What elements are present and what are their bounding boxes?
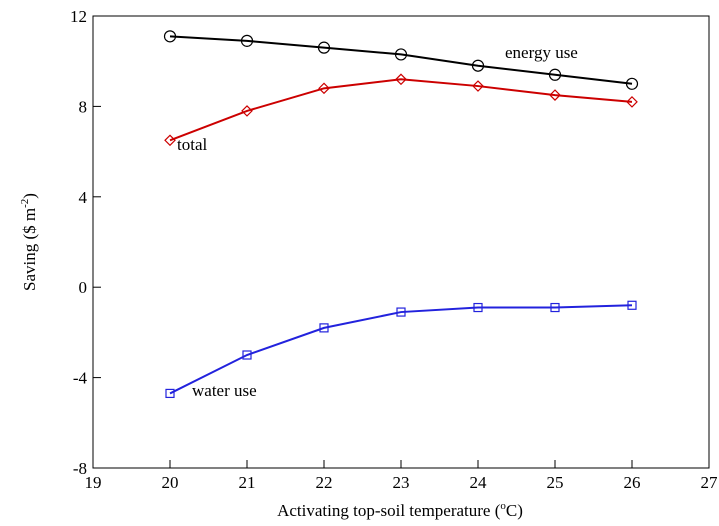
x-tick-label: 20 bbox=[162, 473, 179, 492]
y-axis-label-end: ) bbox=[20, 193, 39, 199]
y-axis-label-sup: -2 bbox=[19, 199, 31, 208]
marker bbox=[318, 82, 330, 95]
y-tick-label: 12 bbox=[70, 7, 87, 26]
x-tick-label: 25 bbox=[547, 473, 564, 492]
series-line bbox=[169, 304, 633, 395]
marker bbox=[627, 300, 637, 310]
x-tick-label: 23 bbox=[393, 473, 410, 492]
marker bbox=[240, 34, 254, 47]
marker bbox=[317, 41, 331, 54]
x-tick-label: 26 bbox=[624, 473, 641, 492]
marker bbox=[549, 89, 561, 101]
marker bbox=[165, 388, 175, 399]
x-tick-label: 21 bbox=[239, 473, 256, 492]
y-tick-label: 4 bbox=[79, 188, 88, 207]
y-tick-label: -8 bbox=[73, 459, 87, 478]
marker bbox=[163, 30, 177, 43]
x-tick-label: 22 bbox=[316, 473, 333, 492]
x-tick-label: 24 bbox=[470, 473, 488, 492]
y-axis-label-text: Saving ($ m bbox=[20, 208, 39, 291]
y-tick-label: 0 bbox=[79, 278, 88, 297]
series-line bbox=[169, 78, 633, 142]
marker bbox=[242, 350, 252, 360]
x-axis-label-text: Activating top-soil temperature ( bbox=[277, 501, 501, 520]
marker bbox=[550, 302, 560, 313]
marker bbox=[471, 59, 485, 72]
y-tick-label: 8 bbox=[79, 97, 88, 116]
x-axis-label-end: C) bbox=[506, 501, 523, 520]
marker bbox=[473, 302, 483, 313]
marker bbox=[472, 80, 484, 92]
marker bbox=[626, 96, 638, 108]
marker bbox=[241, 105, 253, 117]
series-label: water use bbox=[192, 381, 257, 400]
marker bbox=[625, 77, 639, 90]
series-line bbox=[169, 35, 633, 85]
marker bbox=[319, 323, 329, 333]
marker bbox=[394, 48, 408, 61]
x-tick-label: 19 bbox=[85, 473, 102, 492]
y-tick-label: -4 bbox=[73, 369, 88, 388]
marker bbox=[164, 134, 176, 147]
y-axis-label: Saving ($ m-2) bbox=[19, 193, 39, 291]
x-tick-label: 27 bbox=[701, 473, 719, 492]
marker bbox=[395, 73, 407, 86]
marker bbox=[548, 68, 562, 81]
series-label: total bbox=[177, 135, 207, 154]
series-label: energy use bbox=[505, 43, 578, 62]
x-axis-label-sup: o bbox=[500, 500, 506, 512]
x-axis-label: Activating top-soil temperature (oC) bbox=[277, 500, 523, 520]
marker bbox=[396, 307, 406, 317]
